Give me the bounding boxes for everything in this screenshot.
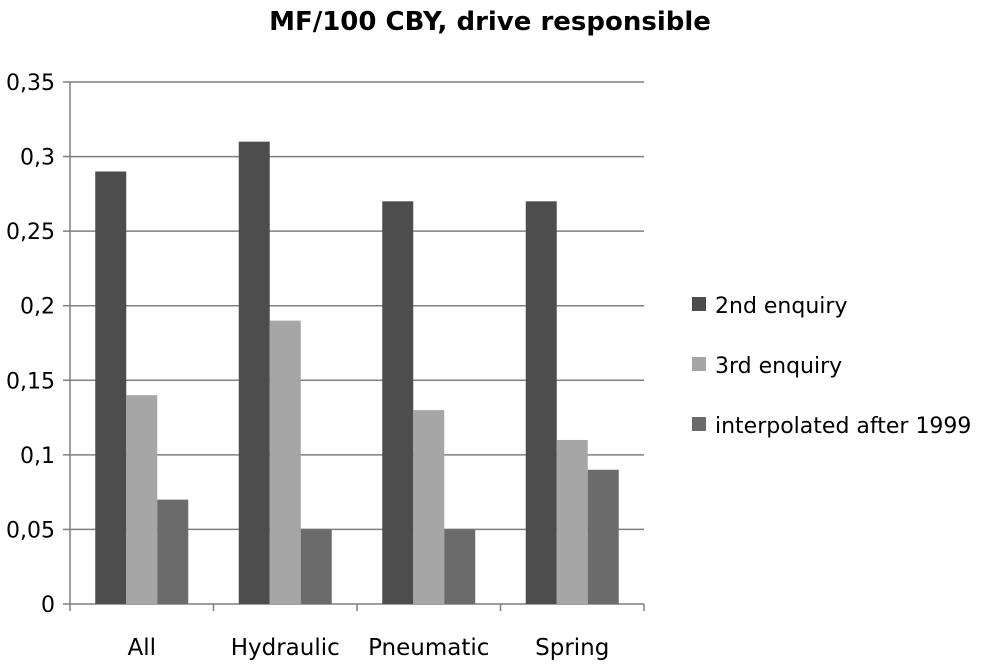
legend-label: interpolated after 1999	[715, 414, 971, 439]
y-tick-label: 0,1	[20, 444, 55, 469]
legend-label: 2nd enquiry	[715, 294, 847, 319]
legend-label: 3rd enquiry	[715, 354, 842, 379]
y-tick-label: 0,25	[6, 220, 55, 245]
bar-3rd-enquiry	[126, 395, 158, 604]
legend-swatch	[692, 417, 706, 431]
y-tick-label: 0,3	[20, 146, 55, 171]
bar-interpolated-after-1999	[157, 499, 189, 604]
bar-2nd-enquiry	[525, 201, 557, 605]
y-tick-label: 0,05	[6, 518, 55, 543]
bar-3rd-enquiry	[269, 320, 301, 604]
x-tick-labels: All Hydraulic Pneumatic Spring	[127, 635, 609, 661]
chart-title: MF/100 CBY, drive responsible	[269, 7, 711, 37]
y-tick-label: 0,2	[20, 295, 55, 320]
bar-interpolated-after-1999	[587, 469, 619, 604]
x-tick-label: Spring	[535, 635, 609, 661]
bar-2nd-enquiry	[382, 201, 414, 605]
legend: 2nd enquiry 3rd enquiry interpolated after…	[692, 294, 971, 439]
bar-2nd-enquiry	[95, 171, 127, 604]
y-tick-label: 0	[41, 593, 55, 618]
y-tick-labels: 0 0,05 0,1 0,15 0,2 0,25 0,3 0,35	[6, 71, 55, 618]
legend-swatch	[692, 357, 706, 371]
x-tick-label: Hydraulic	[231, 635, 340, 661]
bar-3rd-enquiry	[556, 439, 588, 604]
y-tick-label: 0,35	[6, 71, 55, 96]
x-tick-label: All	[127, 635, 156, 661]
bar-interpolated-after-1999	[444, 529, 476, 604]
bar-3rd-enquiry	[413, 410, 445, 604]
legend-swatch	[692, 297, 706, 311]
bar-interpolated-after-1999	[300, 529, 332, 604]
gridlines	[70, 81, 644, 531]
y-tick-label: 0,15	[6, 369, 55, 394]
x-tick-label: Pneumatic	[368, 635, 489, 661]
bar-2nd-enquiry	[238, 141, 270, 604]
bars	[95, 141, 619, 605]
